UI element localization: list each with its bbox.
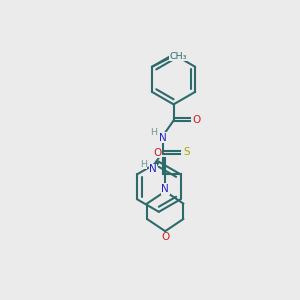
Text: O: O [161, 232, 169, 242]
Text: H: H [150, 128, 157, 137]
Text: CH₃: CH₃ [169, 52, 187, 61]
Text: N: N [159, 133, 167, 142]
Text: N: N [149, 164, 157, 174]
Text: O: O [154, 148, 162, 158]
Text: O: O [192, 115, 200, 125]
Text: N: N [161, 184, 169, 194]
Text: S: S [184, 147, 190, 157]
Text: H: H [140, 160, 147, 169]
